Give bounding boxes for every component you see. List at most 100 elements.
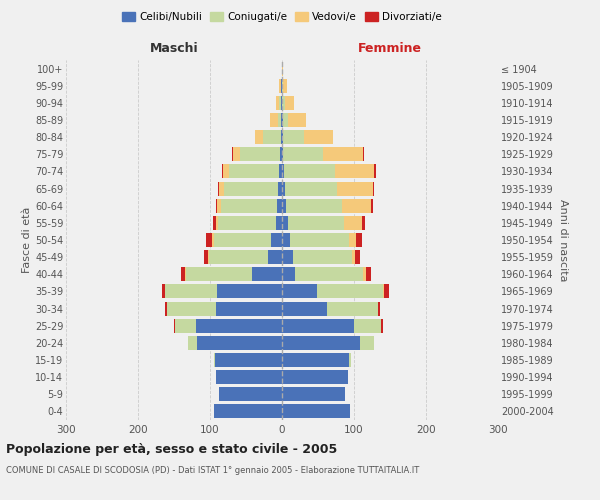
Bar	[278, 182, 282, 196]
Bar	[214, 353, 215, 367]
Bar	[223, 164, 229, 178]
Text: Popolazione per età, sesso e stato civile - 2005: Popolazione per età, sesso e stato civil…	[6, 442, 337, 456]
Bar	[218, 182, 220, 196]
Bar	[379, 302, 380, 316]
Bar	[384, 284, 389, 298]
Bar	[275, 216, 282, 230]
Bar	[188, 336, 197, 350]
Bar	[282, 130, 283, 144]
Bar	[162, 284, 166, 298]
Bar	[204, 250, 208, 264]
Bar	[282, 353, 349, 367]
Bar	[282, 182, 285, 196]
Bar	[196, 318, 282, 332]
Bar	[256, 130, 263, 144]
Legend: Celibi/Nubili, Coniugati/e, Vedovi/e, Divorziati/e: Celibi/Nubili, Coniugati/e, Vedovi/e, Di…	[118, 8, 446, 26]
Bar	[364, 268, 365, 281]
Bar	[282, 302, 326, 316]
Bar	[283, 113, 289, 127]
Bar	[288, 216, 344, 230]
Bar	[279, 78, 281, 92]
Bar	[166, 302, 167, 316]
Bar	[206, 233, 212, 247]
Bar	[371, 198, 373, 212]
Bar	[383, 284, 384, 298]
Bar	[218, 216, 275, 230]
Bar	[382, 318, 383, 332]
Bar	[365, 268, 371, 281]
Bar	[271, 113, 278, 127]
Bar	[295, 268, 364, 281]
Bar	[174, 318, 175, 332]
Bar	[166, 284, 217, 298]
Bar	[240, 148, 280, 162]
Bar	[323, 148, 362, 162]
Bar	[181, 268, 185, 281]
Bar	[218, 388, 282, 402]
Bar	[293, 250, 352, 264]
Bar	[208, 250, 209, 264]
Bar	[233, 148, 240, 162]
Bar	[279, 164, 282, 178]
Bar	[286, 198, 343, 212]
Bar	[354, 318, 382, 332]
Bar	[213, 216, 216, 230]
Bar	[282, 318, 354, 332]
Bar	[373, 182, 374, 196]
Text: COMUNE DI CASALE DI SCODOSIA (PD) - Dati ISTAT 1° gennaio 2005 - Elaborazione TU: COMUNE DI CASALE DI SCODOSIA (PD) - Dati…	[6, 466, 419, 475]
Bar	[277, 198, 282, 212]
Bar	[175, 318, 196, 332]
Bar	[304, 130, 333, 144]
Bar	[283, 78, 287, 92]
Bar	[356, 233, 362, 247]
Bar	[212, 233, 214, 247]
Bar	[362, 148, 364, 162]
Bar	[285, 96, 293, 110]
Bar	[349, 353, 351, 367]
Bar	[278, 113, 281, 127]
Bar	[216, 370, 282, 384]
Bar	[216, 216, 218, 230]
Bar	[343, 198, 371, 212]
Bar	[290, 233, 349, 247]
Bar	[216, 198, 217, 212]
Bar	[224, 182, 278, 196]
Bar	[352, 250, 355, 264]
Y-axis label: Fasce di età: Fasce di età	[22, 207, 32, 273]
Bar	[337, 182, 373, 196]
Bar	[282, 404, 350, 418]
Bar	[221, 164, 223, 178]
Text: Maschi: Maschi	[149, 42, 199, 55]
Bar	[374, 164, 376, 178]
Bar	[282, 336, 360, 350]
Bar	[282, 250, 293, 264]
Bar	[282, 198, 286, 212]
Bar	[355, 250, 361, 264]
Bar	[349, 233, 356, 247]
Bar	[197, 336, 282, 350]
Bar	[282, 233, 290, 247]
Bar	[282, 96, 285, 110]
Bar	[279, 96, 281, 110]
Bar	[232, 148, 233, 162]
Bar	[281, 113, 282, 127]
Bar	[289, 113, 307, 127]
Y-axis label: Anni di nascita: Anni di nascita	[557, 198, 568, 281]
Bar	[360, 336, 374, 350]
Bar	[282, 268, 295, 281]
Bar	[280, 148, 282, 162]
Bar	[167, 302, 216, 316]
Bar	[217, 284, 282, 298]
Bar	[281, 96, 282, 110]
Bar	[282, 370, 348, 384]
Bar	[229, 164, 279, 178]
Bar	[209, 250, 268, 264]
Bar	[268, 250, 282, 264]
Bar	[326, 302, 379, 316]
Bar	[216, 302, 282, 316]
Bar	[282, 388, 346, 402]
Bar	[271, 233, 282, 247]
Bar	[263, 130, 281, 144]
Bar	[281, 130, 282, 144]
Bar	[221, 198, 277, 212]
